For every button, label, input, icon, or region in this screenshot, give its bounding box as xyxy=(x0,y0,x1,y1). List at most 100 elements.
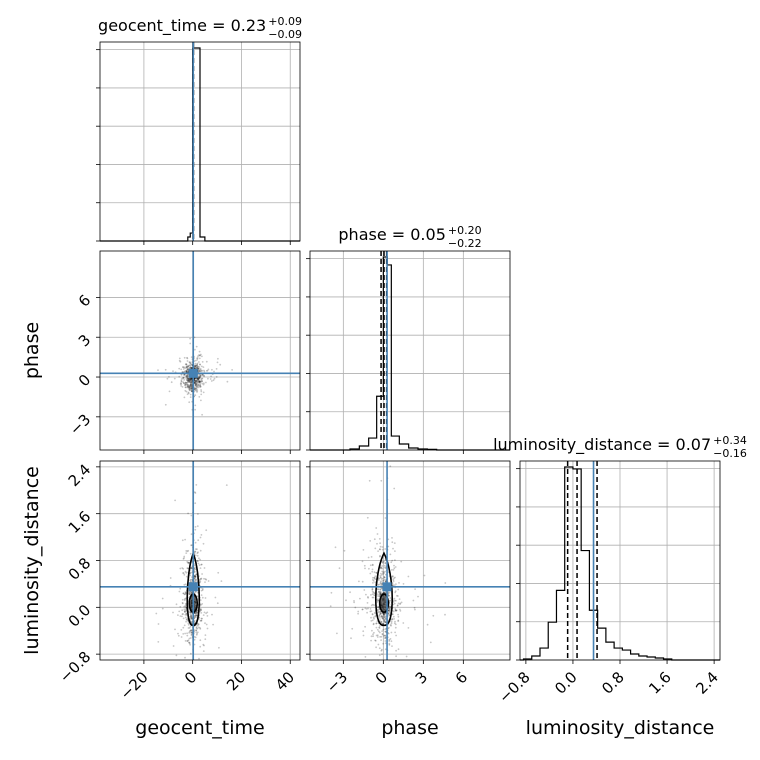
sample-point-geocent-time-vs-luminosity-distance xyxy=(185,618,188,621)
sample-point-phase-vs-luminosity-distance xyxy=(384,517,387,519)
sample-point-phase-vs-luminosity-distance xyxy=(395,609,398,612)
sample-point-geocent-time-vs-phase xyxy=(186,383,189,386)
sample-point-phase-vs-luminosity-distance xyxy=(372,633,374,636)
sample-point-geocent-time-vs-phase xyxy=(187,391,190,394)
sample-point-geocent-time-vs-phase xyxy=(200,365,203,368)
sample-point-phase-vs-luminosity-distance xyxy=(375,646,377,649)
sample-point-geocent-time-vs-luminosity-distance xyxy=(190,578,193,581)
sample-point-geocent-time-vs-luminosity-distance xyxy=(190,615,193,618)
sample-point-geocent-time-vs-phase xyxy=(202,366,205,368)
sample-point-geocent-time-vs-phase xyxy=(205,360,208,363)
sample-point-geocent-time-vs-phase xyxy=(194,404,197,407)
sample-point-geocent-time-vs-phase xyxy=(194,359,197,362)
sample-point-phase-vs-luminosity-distance xyxy=(367,596,369,599)
sample-point-geocent-time-vs-luminosity-distance xyxy=(181,609,184,612)
sample-point-geocent-time-vs-luminosity-distance xyxy=(180,629,183,631)
sample-point-geocent-time-vs-luminosity-distance xyxy=(184,613,187,616)
sample-point-geocent-time-vs-phase xyxy=(185,382,187,384)
sample-point-geocent-time-vs-luminosity-distance xyxy=(193,568,196,570)
sample-point-geocent-time-vs-phase xyxy=(189,364,192,367)
sample-point-phase-vs-luminosity-distance xyxy=(388,611,391,614)
sample-point-phase-vs-luminosity-distance xyxy=(376,628,379,631)
sample-point-geocent-time-vs-luminosity-distance xyxy=(177,634,180,637)
sample-point-geocent-time-vs-luminosity-distance xyxy=(202,614,205,616)
sample-point-geocent-time-vs-phase xyxy=(195,345,198,348)
sample-point-geocent-time-vs-luminosity-distance xyxy=(182,567,185,570)
sample-point-phase-vs-luminosity-distance xyxy=(370,635,373,638)
sample-point-phase-vs-luminosity-distance xyxy=(349,591,351,594)
sample-point-phase-vs-luminosity-distance xyxy=(371,564,374,566)
sample-point-phase-vs-luminosity-distance xyxy=(376,636,379,638)
sample-point-phase-vs-luminosity-distance xyxy=(379,581,382,584)
sample-point-geocent-time-vs-luminosity-distance xyxy=(196,552,199,555)
sample-point-phase-vs-luminosity-distance xyxy=(379,611,382,614)
sample-point-geocent-time-vs-phase xyxy=(184,386,187,389)
sample-point-phase-vs-luminosity-distance xyxy=(388,608,391,610)
sample-point-geocent-time-vs-phase xyxy=(189,367,192,370)
sample-point-geocent-time-vs-phase xyxy=(199,381,202,384)
sample-point-geocent-time-vs-phase xyxy=(194,387,197,390)
sample-point-geocent-time-vs-luminosity-distance xyxy=(188,631,191,634)
sample-point-geocent-time-vs-phase xyxy=(199,376,201,378)
sample-point-geocent-time-vs-luminosity-distance xyxy=(199,610,202,613)
sample-point-geocent-time-vs-luminosity-distance xyxy=(189,569,192,572)
sample-point-geocent-time-vs-phase xyxy=(196,364,199,366)
sample-point-phase-vs-luminosity-distance xyxy=(387,612,390,615)
sample-point-geocent-time-vs-phase xyxy=(185,363,188,366)
sample-point-geocent-time-vs-phase xyxy=(198,377,201,379)
sample-point-geocent-time-vs-luminosity-distance xyxy=(216,602,219,605)
sample-point-phase-vs-luminosity-distance xyxy=(383,576,386,579)
sample-point-geocent-time-vs-phase xyxy=(187,368,189,371)
sample-point-phase-vs-luminosity-distance xyxy=(374,639,376,642)
sample-point-geocent-time-vs-luminosity-distance xyxy=(206,611,209,614)
sample-point-phase-vs-luminosity-distance xyxy=(399,603,401,605)
sample-point-geocent-time-vs-luminosity-distance xyxy=(200,612,203,614)
sample-point-geocent-time-vs-luminosity-distance xyxy=(182,572,184,574)
sample-point-geocent-time-vs-phase xyxy=(217,357,219,360)
sample-point-phase-vs-luminosity-distance xyxy=(381,633,384,635)
sample-point-phase-vs-luminosity-distance xyxy=(375,622,378,625)
sample-point-phase-vs-luminosity-distance xyxy=(384,573,387,576)
sample-point-geocent-time-vs-phase xyxy=(197,367,200,370)
sample-point-phase-vs-luminosity-distance xyxy=(374,575,377,578)
sample-point-phase-vs-luminosity-distance xyxy=(402,622,405,624)
sample-point-geocent-time-vs-luminosity-distance xyxy=(197,513,199,515)
sample-point-geocent-time-vs-phase xyxy=(186,356,188,359)
sample-point-geocent-time-vs-luminosity-distance xyxy=(194,576,197,578)
sample-point-phase-vs-luminosity-distance xyxy=(353,600,355,602)
sample-point-phase-vs-luminosity-distance xyxy=(387,610,390,612)
sample-point-geocent-time-vs-phase xyxy=(188,388,191,391)
sample-point-geocent-time-vs-phase xyxy=(180,368,183,371)
sample-point-phase-vs-luminosity-distance xyxy=(392,615,395,618)
sample-point-geocent-time-vs-luminosity-distance xyxy=(190,591,193,594)
sample-point-phase-vs-luminosity-distance xyxy=(379,577,382,579)
sample-point-geocent-time-vs-phase xyxy=(206,369,209,372)
sample-point-geocent-time-vs-phase xyxy=(200,377,203,380)
sample-point-geocent-time-vs-phase xyxy=(186,357,189,360)
sample-point-phase-vs-luminosity-distance xyxy=(377,609,380,611)
sample-point-phase-vs-luminosity-distance xyxy=(361,608,364,611)
sample-point-phase-vs-luminosity-distance xyxy=(378,577,380,580)
sample-point-geocent-time-vs-luminosity-distance xyxy=(190,629,192,631)
sample-point-phase-vs-luminosity-distance xyxy=(361,560,364,563)
sample-point-geocent-time-vs-phase xyxy=(213,377,216,380)
sample-point-geocent-time-vs-phase xyxy=(198,374,201,377)
sample-point-geocent-time-vs-phase xyxy=(183,382,185,385)
sample-point-phase-vs-luminosity-distance xyxy=(329,605,332,608)
sample-point-geocent-time-vs-luminosity-distance xyxy=(161,597,164,600)
sample-point-geocent-time-vs-luminosity-distance xyxy=(203,577,205,580)
sample-point-geocent-time-vs-luminosity-distance xyxy=(177,632,179,635)
sample-point-geocent-time-vs-luminosity-distance xyxy=(197,551,199,554)
truth-marker-geocent-time-vs-phase xyxy=(188,368,198,378)
sample-point-geocent-time-vs-phase xyxy=(190,363,193,366)
sample-point-phase-vs-luminosity-distance xyxy=(379,542,381,545)
sample-point-geocent-time-vs-phase xyxy=(189,387,191,390)
x-axis-label-luminosity-distance: luminosity_distance xyxy=(526,717,715,739)
sample-point-geocent-time-vs-phase xyxy=(199,380,201,383)
sample-point-phase-vs-luminosity-distance xyxy=(412,599,415,602)
sample-point-geocent-time-vs-phase xyxy=(188,380,191,383)
sample-point-geocent-time-vs-phase xyxy=(184,383,187,386)
sample-point-phase-vs-luminosity-distance xyxy=(392,569,395,571)
sample-point-geocent-time-vs-phase xyxy=(188,381,191,383)
